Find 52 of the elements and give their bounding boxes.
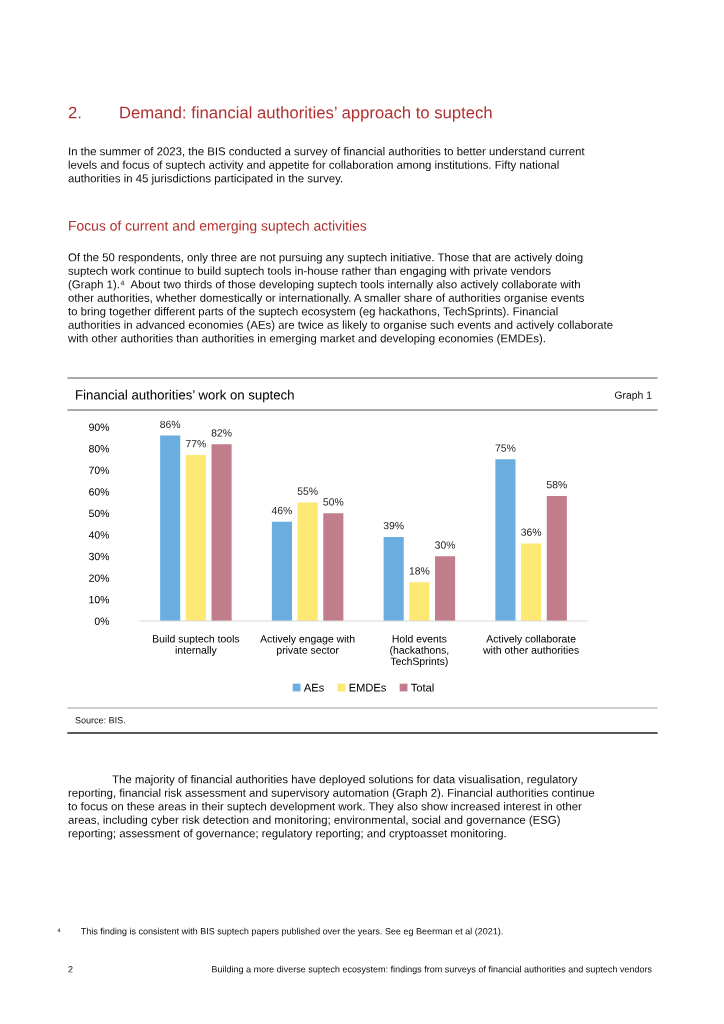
text: 2. Demand: financial authorities’ approach to suptech bbox=[68, 106, 492, 122]
text: 18% bbox=[409, 567, 430, 575]
bar bbox=[211, 444, 232, 621]
bar bbox=[297, 502, 318, 621]
text: 58% bbox=[546, 480, 567, 489]
text: Focus of current and emerging suptech activities bbox=[69, 220, 367, 234]
legend-label: Total bbox=[411, 683, 434, 692]
x-tick-label: Actively engage with private sector bbox=[260, 634, 355, 656]
caption: Graph 1 bbox=[614, 391, 652, 401]
text: 39% bbox=[383, 521, 404, 530]
bar bbox=[323, 513, 344, 621]
text: The majority of financial authorities have deployed solutions for data visualisation, regulatory reporting, financial risk assessment and supervisory automation (Graph 2). Financial authorities continue to focus on these areas in their suptech development work. They also show increased interest in other areas, including cyber risk detection and monitoring; environmental, social and governance (ESG) reporting; assessment of governance; regulatory reporting; and cryptoasset monitoring. bbox=[68, 775, 595, 840]
chart-title: Financial authorities’ work on suptech bbox=[76, 389, 294, 403]
x-tick-label: Hold events (hackathons, TechSprints) bbox=[390, 634, 449, 668]
text: 55% bbox=[297, 487, 318, 495]
text: 50% bbox=[323, 498, 344, 506]
text: 30% bbox=[435, 541, 456, 549]
y-tick-label: 30% bbox=[88, 552, 110, 561]
y-tick-label: 80% bbox=[89, 445, 110, 453]
legend-label: AEs bbox=[303, 683, 324, 692]
text: 82% bbox=[211, 429, 232, 437]
legend-label: EMDEs bbox=[349, 683, 386, 692]
y-tick-label: 90% bbox=[89, 423, 110, 431]
bar bbox=[160, 435, 181, 621]
bar bbox=[495, 459, 516, 621]
source-note: Source: BIS. bbox=[75, 717, 125, 724]
bar bbox=[383, 536, 404, 621]
text: Of the 50 respondents, only three are not pursuing any suptech initiative. Those that are actively doing suptech work continue to build suptech tools in-house rather than engaging with private vendors (Graph 1).⁴ About two thirds of those developing suptech tools internally also actively collaborate with other authorities, whether domestically or internationally. A smaller share of authorities organise events to bring together different parts of the suptech ecosystem (eg hackathons, TechSprints). Financial authorities in advanced economies (AEs) are twice as likely to organise such events and actively collaborate with other authorities than authorities in emerging market and developing economies (EMDEs). bbox=[67, 253, 613, 345]
text: 75% bbox=[495, 444, 516, 452]
y-tick-label: 40% bbox=[88, 531, 110, 539]
y-tick-label: 50% bbox=[89, 509, 110, 518]
bar bbox=[546, 495, 567, 621]
text: 86% bbox=[160, 420, 181, 429]
bar bbox=[521, 543, 542, 621]
y-tick-label: 70% bbox=[89, 466, 110, 474]
text: ⁴ This finding is consistent with BIS suptech papers published over the years. See eg Beerman et al (2021). bbox=[57, 927, 503, 937]
y-tick-label: 20% bbox=[89, 574, 110, 582]
text: 2 bbox=[68, 966, 73, 973]
bar bbox=[409, 582, 430, 621]
text: Building a more diverse suptech ecosystem: findings from surveys of financial authorities and suptech vendors bbox=[212, 965, 652, 975]
y-tick-label: 0% bbox=[94, 617, 110, 625]
x-tick-label: Build suptech tools internally bbox=[153, 634, 240, 656]
bar bbox=[435, 556, 456, 621]
text: 77% bbox=[185, 440, 206, 448]
text: 46% bbox=[271, 506, 292, 515]
text: 36% bbox=[521, 528, 542, 536]
bar bbox=[185, 455, 206, 621]
bar bbox=[271, 521, 292, 621]
y-tick-label: 10% bbox=[89, 595, 110, 604]
x-tick-label: Actively collaborate with other authorities bbox=[483, 634, 579, 654]
text: In the summer of 2023, the BIS conducted a survey of financial authorities to better understand current levels and focus of suptech activity and appetite for collaboration among institutions. Fifty national authorities in 45 jurisdictions participated in the survey. bbox=[68, 147, 585, 185]
y-tick-label: 60% bbox=[89, 488, 110, 496]
